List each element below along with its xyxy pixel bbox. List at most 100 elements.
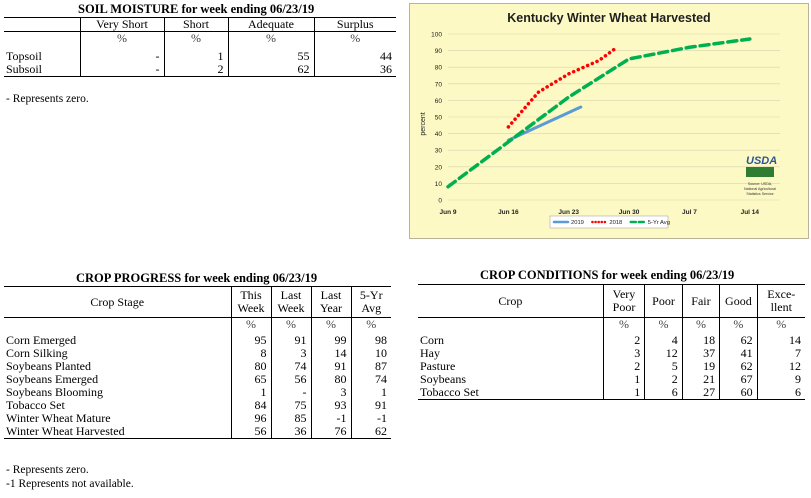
cell-value: - [270, 386, 311, 399]
cell-value: 3 [602, 347, 645, 360]
cell-value: 2 [644, 373, 683, 386]
cell-value: 95 [230, 334, 271, 347]
legend-entry: 5-Yr Avg [648, 220, 670, 226]
crop-conditions-table: Crop Very Poor Poor Fair Good Exce-llent … [418, 284, 805, 400]
cell-value: 37 [681, 347, 720, 360]
x-tick-label: Jun 30 [619, 209, 640, 216]
cell-value: -1 [350, 412, 391, 425]
y-tick-label: 20 [435, 164, 443, 171]
cell-value: 62 [350, 425, 391, 439]
row-label: Winter Wheat Mature [6, 411, 111, 425]
y-axis-label: percent [420, 112, 427, 135]
row-label: Tobacco Set [6, 398, 65, 412]
crop-stage-header: Crop Stage [4, 286, 231, 318]
row-label: Corn Emerged [6, 333, 77, 347]
cell-value: 18 [681, 334, 720, 347]
crop-header: Crop [418, 284, 604, 318]
wheat-harvest-chart: Kentucky Winter Wheat Harvested percent … [409, 3, 809, 239]
cell-value: 75 [270, 399, 311, 412]
cell-value: 8 [230, 347, 271, 360]
cell-value: 44 [313, 50, 396, 63]
unit-label: % [230, 317, 271, 330]
row-label: Hay [420, 346, 440, 360]
table-row: Tobacco Set 1 6 27 60 6 [418, 386, 805, 400]
table-row: Winter Wheat Harvested 56 36 76 62 [4, 425, 391, 439]
chart-grid [448, 33, 780, 201]
legend-box [549, 215, 669, 229]
cell-value: 2 [163, 63, 228, 77]
cell-value: 60 [719, 386, 758, 400]
row-label: Soybeans Blooming [6, 385, 104, 399]
condition-col-header: Exce-llent [756, 284, 805, 318]
table-row: Corn 2 4 18 62 14 [418, 334, 805, 347]
unit-label: % [602, 317, 645, 330]
y-tick-label: 0 [438, 198, 442, 205]
table-row: Topsoil - 1 55 44 [4, 50, 396, 63]
cell-value: 36 [270, 425, 311, 439]
cell-value: 12 [756, 360, 805, 373]
cell-value: 2 [602, 360, 645, 373]
row-label: Soybeans Planted [6, 359, 91, 373]
usda-logo-text: USDA [746, 155, 777, 167]
usda-source-line: Statistics Service [746, 192, 773, 196]
series-line-2018 [506, 45, 619, 129]
usda-source-line: Source: USDA, [748, 182, 772, 186]
progress-footnote: -1 Represents not available. [6, 478, 134, 490]
table-row: Tobacco Set 84 75 93 91 [4, 399, 391, 412]
y-tick-label: 60 [435, 98, 443, 105]
cell-value: 12 [644, 347, 683, 360]
cell-value: 56 [270, 373, 311, 386]
cell-value: 3 [270, 347, 311, 360]
crop-progress-table: Crop Stage This Week Last Week Last Year 5-… [4, 286, 391, 439]
cell-value: 91 [350, 399, 391, 412]
table-row: Soybeans Blooming 1-3 1 [4, 386, 391, 399]
y-tick-label: 100 [431, 32, 442, 39]
cell-value: 2 [602, 334, 645, 347]
series-line-5-yr-avg [446, 37, 752, 189]
row-label: Corn Silking [6, 346, 68, 360]
chart-svg: Kentucky Winter Wheat Harvested percent … [420, 11, 780, 229]
condition-col-header: Poor [644, 284, 683, 318]
chart-title: Kentucky Winter Wheat Harvested [507, 11, 710, 25]
cell-value: 76 [310, 425, 351, 439]
row-label: Soybeans [420, 372, 466, 386]
cell-value: 19 [681, 360, 720, 373]
cell-value: 21 [681, 373, 720, 386]
cell-value: 10 [350, 347, 391, 360]
unit-label: % [227, 31, 314, 44]
chart-series [446, 37, 752, 189]
y-tick-label: 30 [435, 148, 443, 155]
crop-progress-title: CROP PROGRESS for week ending 06/23/19 [76, 271, 318, 285]
cell-value: -1 [310, 412, 351, 425]
usda-source-line: National Agricultural [744, 187, 776, 191]
table-row: Soybeans 1 2 21 67 9 [418, 373, 805, 386]
cell-value: 7 [756, 347, 805, 360]
soil-moisture-table: Very Short Short Adequate Surplus % % % … [4, 17, 396, 77]
row-label: Corn [420, 333, 444, 347]
condition-col-header: Very Poor [602, 284, 645, 318]
cell-value: 41 [719, 347, 758, 360]
cell-value: 1 [230, 386, 271, 399]
cell-value: 1 [163, 50, 228, 63]
chart-legend: 2019 2018 5-Yr Avg [549, 215, 670, 229]
cell-value: 65 [230, 373, 271, 386]
unit-label: % [681, 317, 720, 330]
table-row: Subsoil - 2 62 36 [4, 63, 396, 77]
y-tick-label: 80 [435, 65, 443, 72]
table-row: Soybeans Emerged 65 56 80 74 [4, 373, 391, 386]
cell-value: 1 [602, 373, 645, 386]
table-row: Corn Emerged 95 91 99 98 [4, 334, 391, 347]
x-tick-label: Jul 14 [741, 209, 760, 216]
progress-col-header: Last Year [310, 286, 351, 318]
cell-value: 80 [310, 373, 351, 386]
y-tick-label: 70 [435, 81, 443, 88]
cell-value: 99 [310, 334, 351, 347]
row-label: Topsoil [6, 49, 42, 63]
cell-value: 98 [350, 334, 391, 347]
table-row: Hay 3 12 37 41 7 [418, 347, 805, 360]
cell-value: 1 [350, 386, 391, 399]
y-tick-label: 90 [435, 48, 443, 55]
cell-value: 4 [644, 334, 683, 347]
y-tick-label: 40 [435, 131, 443, 138]
cell-value: 6 [756, 386, 805, 400]
